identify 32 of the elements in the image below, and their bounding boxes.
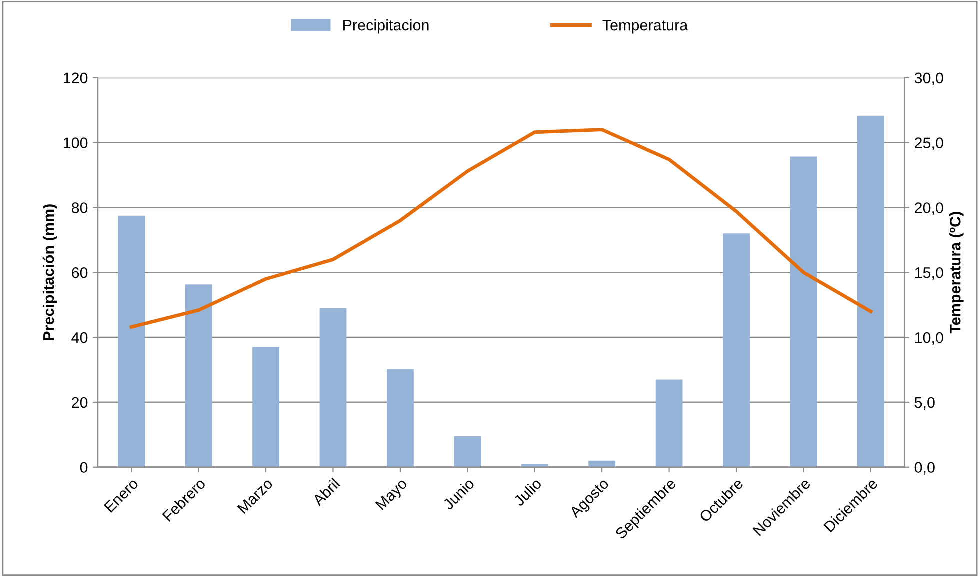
y2-tick-label: 0,0 (914, 462, 935, 475)
bar (656, 380, 683, 468)
bar (320, 308, 347, 468)
bar (454, 436, 482, 468)
legend-label: Temperatura (602, 20, 688, 34)
y-tick-label: 100 (64, 138, 88, 148)
y2-axis-title: Temperatura (ºC) (950, 212, 964, 334)
bar (185, 284, 212, 468)
y-tick-label: 80 (72, 202, 88, 214)
bar (387, 369, 414, 468)
bar (790, 156, 818, 468)
bar (723, 234, 750, 468)
line-series (130, 128, 873, 329)
bar (857, 116, 884, 468)
y2-tick-label: 15,0 (915, 268, 944, 280)
bar (521, 464, 548, 468)
y-axis-title: Precipitación (mm) (42, 204, 58, 340)
y2-tick-label: 10,0 (915, 332, 944, 346)
y-tick-label: 60 (72, 268, 88, 278)
y-tick-label: 40 (72, 332, 88, 344)
y-tick-label: 120 (64, 72, 88, 84)
bar (252, 347, 280, 468)
y2-tick-label: 25,0 (915, 138, 944, 150)
y2-tick-label: 5,0 (914, 397, 935, 410)
bar (118, 216, 146, 468)
y-tick-label: 0 (80, 462, 88, 474)
x-tick-label: Julio (512, 478, 542, 508)
legend-label: Precipitacion (344, 20, 429, 34)
y-tick-label: 20 (72, 397, 88, 408)
y2-tick-label: 30,0 (914, 72, 944, 86)
y2-tick-label: 20,0 (915, 202, 944, 216)
bar (588, 460, 616, 468)
